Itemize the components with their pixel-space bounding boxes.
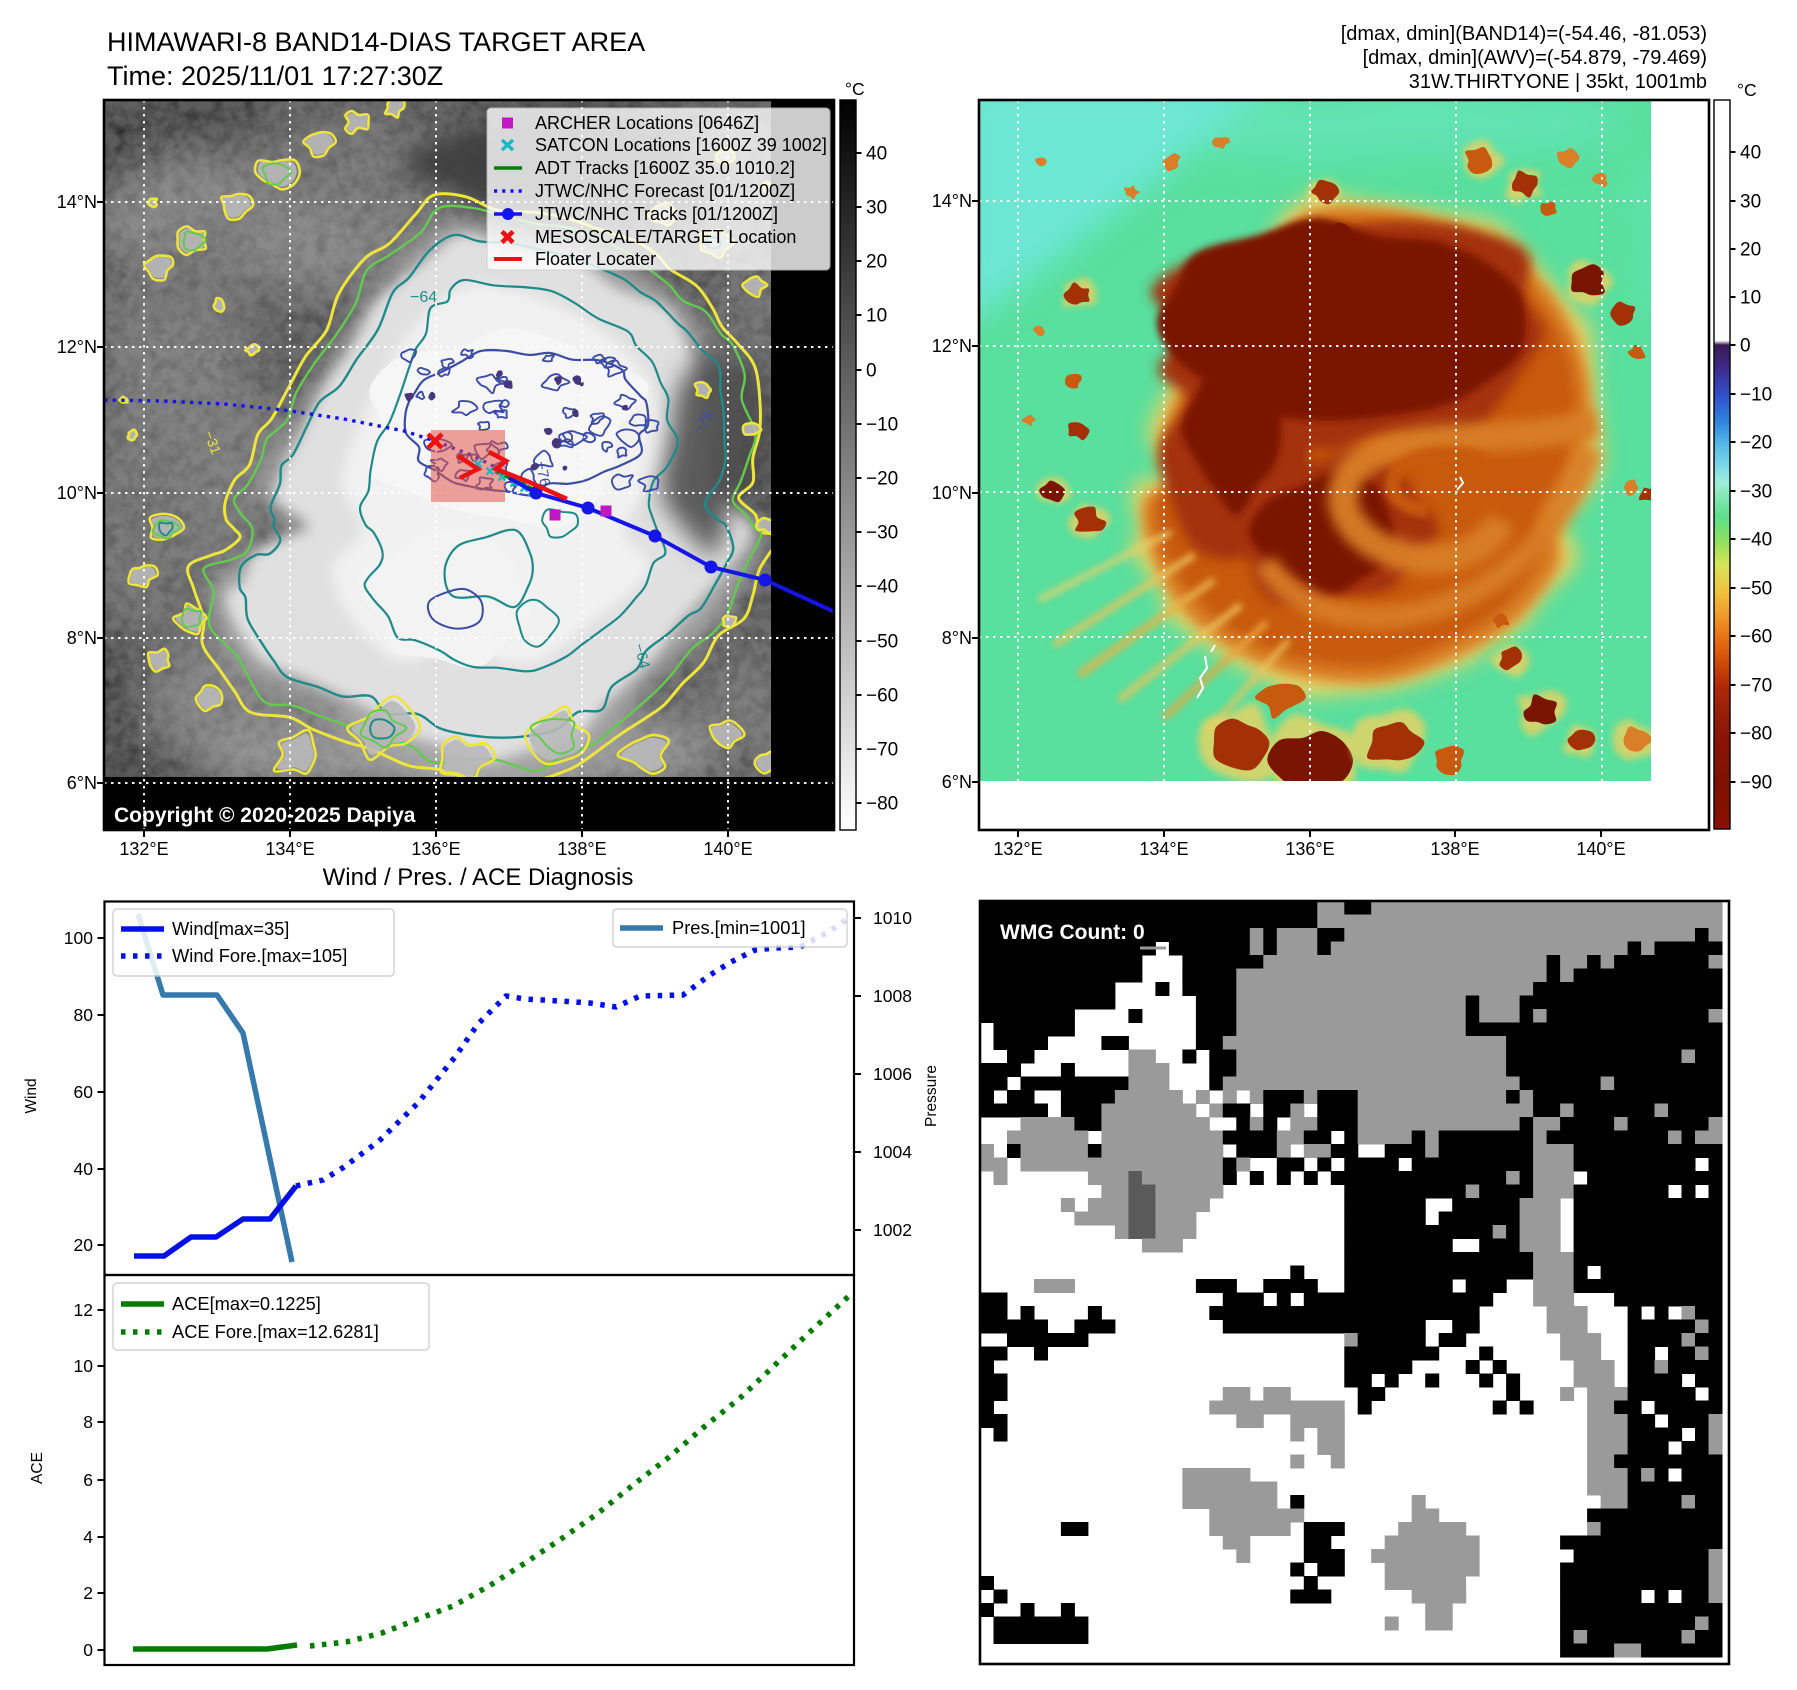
svg-text:−30: −30 — [1740, 482, 1772, 503]
svg-text:20: 20 — [866, 252, 887, 273]
svg-text:−60: −60 — [1740, 627, 1772, 648]
svg-text:−90: −90 — [1740, 773, 1772, 794]
svg-text:Pres.[min=1001]: Pres.[min=1001] — [672, 917, 806, 938]
svg-text:6: 6 — [83, 1470, 93, 1490]
svg-text:−64: −64 — [410, 289, 437, 306]
svg-text:Wind Fore.[max=105]: Wind Fore.[max=105] — [172, 945, 347, 966]
svg-text:−10: −10 — [866, 415, 898, 436]
svg-text:80: 80 — [74, 1005, 94, 1025]
svg-text:0: 0 — [83, 1640, 93, 1660]
svg-text:−50: −50 — [1740, 579, 1772, 600]
svg-text:40: 40 — [1740, 143, 1761, 164]
svg-text:−10: −10 — [1740, 385, 1772, 406]
svg-text:Pressure: Pressure — [923, 1065, 940, 1127]
svg-text:−80: −80 — [866, 794, 898, 815]
svg-text:20: 20 — [74, 1235, 94, 1255]
svg-text:40: 40 — [866, 144, 887, 165]
svg-text:SATCON Locations [1600Z 39 100: SATCON Locations [1600Z 39 1002] — [535, 135, 827, 155]
svg-text:−40: −40 — [1740, 530, 1772, 551]
svg-text:0: 0 — [866, 361, 877, 382]
svg-text:1010: 1010 — [873, 908, 912, 928]
svg-text:JTWC/NHC Tracks [01/1200Z]: JTWC/NHC Tracks [01/1200Z] — [535, 204, 778, 224]
svg-text:°C: °C — [845, 79, 865, 99]
svg-text:100: 100 — [64, 928, 93, 948]
svg-text:20: 20 — [1740, 240, 1761, 261]
svg-text:1006: 1006 — [873, 1064, 912, 1084]
svg-text:0: 0 — [1740, 336, 1751, 357]
svg-text:−30: −30 — [866, 523, 898, 544]
svg-text:Copyright © 2020-2025 Dapiya: Copyright © 2020-2025 Dapiya — [114, 804, 416, 827]
svg-text:1008: 1008 — [873, 986, 912, 1006]
svg-text:12: 12 — [74, 1300, 93, 1320]
svg-text:MESOSCALE/TARGET Location: MESOSCALE/TARGET Location — [535, 227, 796, 247]
svg-text:30: 30 — [866, 198, 887, 219]
svg-text:−76: −76 — [532, 460, 553, 488]
svg-text:Wind: Wind — [23, 1078, 40, 1113]
svg-text:60: 60 — [74, 1082, 94, 1102]
svg-text:−31: −31 — [201, 429, 224, 457]
svg-text:JTWC/NHC Forecast [01/1200Z]: JTWC/NHC Forecast [01/1200Z] — [535, 181, 795, 201]
svg-text:−50: −50 — [866, 632, 898, 653]
svg-text:Wind[max=35]: Wind[max=35] — [172, 918, 289, 939]
svg-text:ARCHER Locations [0646Z]: ARCHER Locations [0646Z] — [535, 113, 759, 133]
svg-text:−60: −60 — [866, 686, 898, 707]
svg-text:40: 40 — [74, 1159, 94, 1179]
svg-text:ACE: ACE — [29, 1452, 46, 1484]
svg-text:Floater Locater: Floater Locater — [535, 249, 656, 269]
svg-text:ACE Fore.[max=12.6281]: ACE Fore.[max=12.6281] — [172, 1321, 379, 1342]
svg-text:10: 10 — [866, 306, 887, 327]
svg-text:10: 10 — [1740, 288, 1761, 309]
svg-text:−20: −20 — [866, 469, 898, 490]
svg-text:−64: −64 — [630, 642, 653, 671]
svg-text:1004: 1004 — [873, 1142, 912, 1162]
svg-text:−70: −70 — [1740, 676, 1772, 697]
svg-text:10: 10 — [74, 1356, 94, 1376]
svg-text:−40: −40 — [866, 577, 898, 598]
svg-text:4: 4 — [83, 1527, 93, 1547]
svg-text:−70: −70 — [866, 740, 898, 761]
svg-text:ADT Tracks [1600Z 35.0 1010.2]: ADT Tracks [1600Z 35.0 1010.2] — [535, 158, 795, 178]
svg-text:2: 2 — [83, 1583, 93, 1603]
svg-text:°C: °C — [1737, 80, 1757, 100]
svg-text:−20: −20 — [1740, 433, 1772, 454]
svg-text:8: 8 — [83, 1412, 93, 1432]
svg-text:ACE[max=0.1225]: ACE[max=0.1225] — [172, 1293, 321, 1314]
svg-text:−80: −80 — [1740, 724, 1772, 745]
svg-text:30: 30 — [1740, 192, 1761, 213]
svg-text:WMG Count: 0: WMG Count: 0 — [1000, 921, 1145, 944]
svg-text:1002: 1002 — [873, 1220, 912, 1240]
